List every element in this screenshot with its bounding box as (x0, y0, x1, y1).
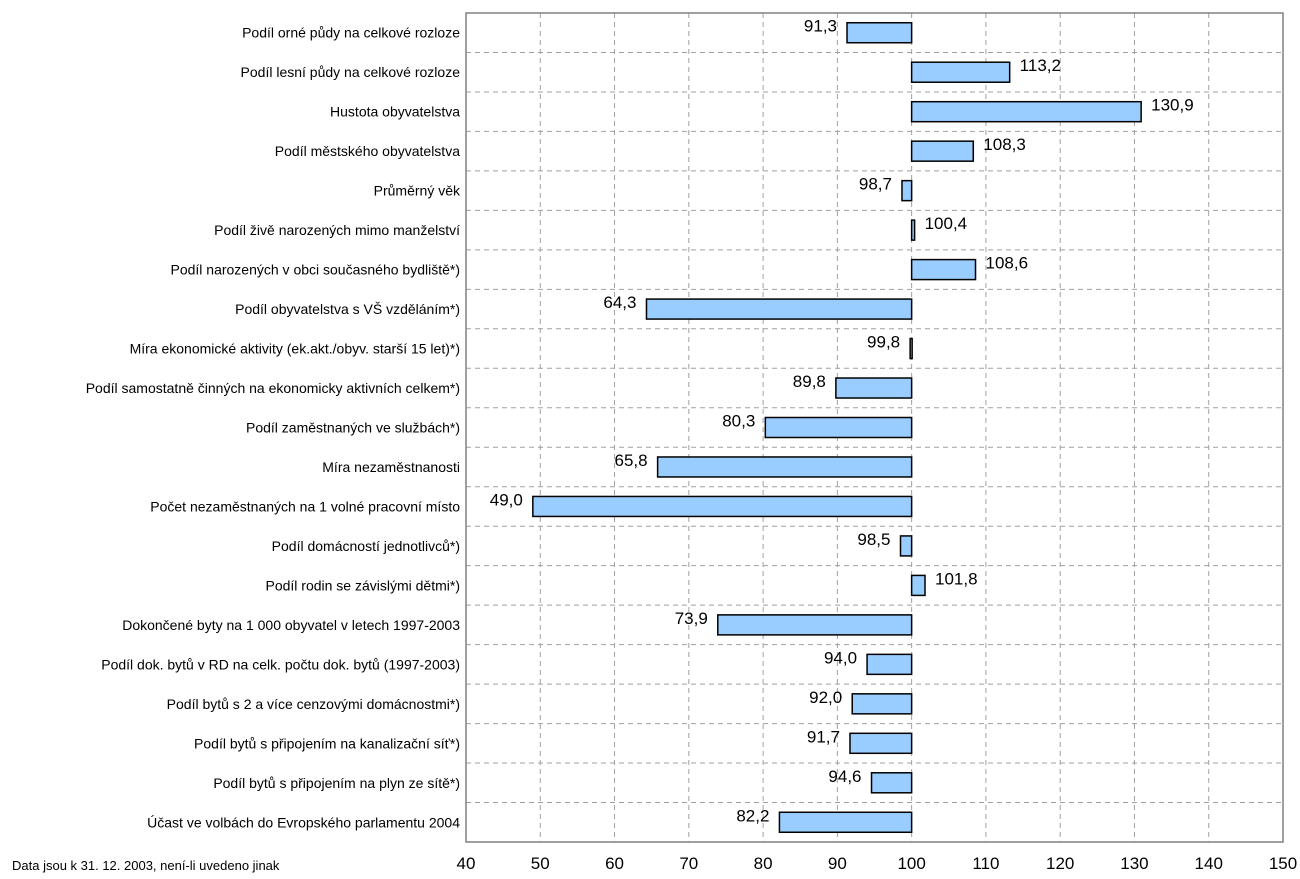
bar (764, 416, 913, 439)
value-label: 100,4 (925, 214, 968, 233)
category-label: Podíl orné půdy na celkové rozloze (242, 25, 460, 41)
value-label: 49,0 (490, 490, 523, 509)
x-tick-label: 80 (754, 854, 773, 873)
x-tick-label: 140 (1195, 854, 1223, 873)
bar (656, 456, 913, 478)
category-label: Hustota obyvatelstva (330, 104, 460, 120)
category-label: Podíl městského obyvatelstva (275, 143, 460, 159)
category-labels: Podíl orné půdy na celkové rozloze Podíl … (86, 25, 461, 831)
category-label: Podíl domácností jednotlivců*) (272, 538, 460, 554)
value-label: 130,9 (1151, 96, 1194, 115)
value-label: 80,3 (722, 412, 755, 431)
x-axis-tick-labels: 40 50 60 70 80 90 100 110 120 130 140 150 (457, 854, 1298, 873)
value-label: 98,5 (857, 530, 890, 549)
category-label: Míra nezaměstnanosti (322, 459, 460, 475)
bar (532, 495, 913, 518)
bar (899, 535, 913, 557)
value-labels: 91,3 113,2 130,9 108,3 98,7 100,4 108,6 64,3 99,… (490, 17, 1194, 826)
category-label: Počet nezaměstnaných na 1 volné pracovní… (150, 498, 460, 514)
category-label: Podíl živě narozených mimo manželství (214, 222, 460, 238)
x-tick-label: 90 (828, 854, 847, 873)
value-label: 108,6 (986, 254, 1029, 273)
category-label: Podíl samostatně činných na ekonomicky a… (86, 380, 460, 396)
bar (866, 653, 913, 676)
x-tick-label: 120 (1046, 854, 1074, 873)
bar (910, 258, 977, 281)
bar (846, 21, 913, 44)
value-label: 82,2 (736, 806, 769, 825)
category-label: Dokončené byty na 1 000 obyvatel v letec… (122, 617, 460, 633)
x-tick-label: 70 (679, 854, 698, 873)
bar (910, 61, 1011, 83)
x-tick-label: 50 (531, 854, 550, 873)
bar (835, 377, 913, 399)
x-tick-label: 100 (897, 854, 925, 873)
bar (870, 772, 913, 794)
value-label: 98,7 (859, 175, 892, 194)
value-label: 64,3 (603, 293, 636, 312)
category-label: Podíl narozených v obci současného bydli… (170, 262, 460, 278)
bar (778, 811, 913, 834)
bar (910, 574, 926, 597)
bar (910, 219, 916, 241)
value-label: 89,8 (793, 372, 826, 391)
x-tick-label: 40 (457, 854, 476, 873)
bar (910, 100, 1142, 123)
bars (532, 21, 1142, 834)
bar (645, 298, 913, 320)
category-label: Podíl bytů s 2 a více cenzovými domácnos… (167, 696, 460, 712)
value-label: 73,9 (675, 609, 708, 628)
category-label: Podíl bytů s připojením na kanalizační s… (194, 735, 460, 751)
category-label: Podíl zaměstnaných ve službách*) (246, 420, 460, 436)
category-label: Podíl lesní půdy na celkové rozloze (241, 64, 461, 80)
bar (851, 693, 913, 715)
value-label: 91,3 (804, 17, 837, 36)
category-label: Podíl rodin se závislými dětmi*) (265, 577, 460, 593)
category-label: Průměrný věk (374, 183, 461, 199)
category-label: Míra ekonomické aktivity (ek.akt./obyv. … (130, 341, 460, 357)
value-label: 101,8 (935, 569, 978, 588)
x-tick-label: 110 (972, 854, 999, 873)
bar (909, 337, 913, 360)
plot-frame (465, 12, 1284, 843)
value-label: 92,0 (809, 688, 842, 707)
footnote: Data jsou k 31. 12. 2003, není-li uveden… (12, 858, 280, 873)
value-label: 65,8 (615, 451, 648, 470)
value-label: 91,7 (807, 727, 840, 746)
category-label: Podíl obyvatelstva s VŠ vzděláním*) (235, 301, 460, 317)
category-label: Podíl bytů s připojením na plyn ze sítě*… (213, 775, 460, 791)
category-label: Účast ve volbách do Evropského parlament… (147, 814, 460, 830)
bar (849, 732, 913, 755)
value-label: 113,2 (1020, 56, 1061, 75)
bar (717, 614, 913, 636)
x-tick-label: 130 (1120, 854, 1148, 873)
bar (910, 140, 975, 162)
value-label: 94,0 (824, 648, 857, 667)
grid-lines (466, 13, 1283, 842)
bar (901, 179, 913, 202)
x-tick-label: 150 (1269, 854, 1297, 873)
value-label: 99,8 (867, 333, 900, 352)
x-tick-label: 60 (605, 854, 624, 873)
category-label: Podíl dok. bytů v RD na celk. počtu dok.… (101, 656, 460, 672)
value-label: 94,6 (828, 767, 861, 786)
value-label: 108,3 (983, 135, 1026, 154)
